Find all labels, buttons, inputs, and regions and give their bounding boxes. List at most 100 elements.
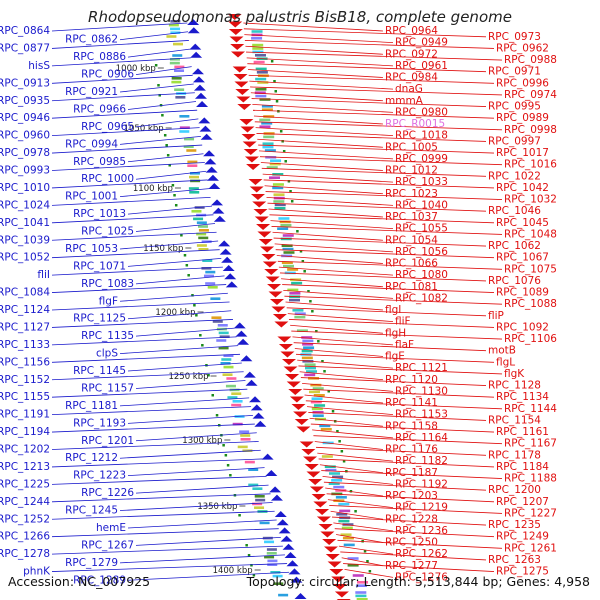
gene-label: RPC_1261: [504, 542, 557, 554]
orf-mark: [279, 130, 283, 133]
reverse-strand-gene: [277, 336, 292, 343]
label-connector: [252, 103, 394, 113]
forward-strand-gene: [200, 133, 213, 140]
cog-category-block: [201, 267, 212, 270]
gene-label: RPC_R0015: [385, 118, 445, 130]
cog-category-block: [257, 81, 269, 84]
orf-mark: [273, 80, 276, 83]
orf-mark: [311, 310, 314, 313]
cog-category-block: [281, 261, 293, 264]
orf-mark: [336, 430, 339, 433]
cog-category-block: [336, 513, 348, 516]
orf-mark: [303, 270, 306, 273]
cog-category-block: [281, 244, 293, 247]
cog-category-block: [340, 533, 352, 536]
gene-label: RPC_0995: [488, 101, 541, 113]
reverse-strand-gene: [228, 21, 243, 28]
label-connector: [276, 255, 384, 264]
label-connector: [256, 133, 487, 142]
label-connector: [337, 539, 503, 549]
gene-label: RPC_1182: [395, 455, 448, 467]
label-connector: [51, 40, 189, 49]
gene-label: RPC_1120: [385, 374, 438, 386]
gene-label: RPC_1167: [504, 438, 557, 450]
orf-mark: [340, 450, 344, 453]
forward-strand-gene: [218, 240, 231, 247]
orf-mark: [299, 250, 303, 253]
gene-label: RPC_1154: [488, 414, 541, 426]
reverse-strand-gene: [316, 516, 331, 523]
gene-label: RPC_1192: [395, 478, 448, 490]
cog-category-block: [262, 145, 274, 149]
cog-category-block: [287, 288, 299, 292]
gene-label: flaF: [395, 339, 414, 351]
reverse-strand-gene: [334, 591, 349, 598]
cog-category-block: [252, 50, 264, 54]
label-connector: [51, 353, 241, 363]
label-connector: [259, 156, 503, 166]
label-connector: [277, 260, 503, 270]
label-connector: [51, 144, 203, 154]
cog-category-block: [264, 149, 276, 152]
forward-strand-gene: [261, 453, 274, 460]
label-connector: [246, 57, 394, 67]
orf-mark: [163, 134, 167, 137]
reverse-strand-gene: [325, 554, 340, 560]
gene-label: RPC_1037: [385, 211, 438, 223]
forward-strand-gene: [191, 68, 204, 75]
label-connector: [284, 295, 503, 305]
orf-mark: [158, 94, 161, 97]
gene-label: RPC_0913: [0, 77, 50, 89]
gene-label: RPC_1278: [0, 548, 50, 560]
reverse-strand-gene: [327, 561, 342, 568]
gene-label: RPC_1075: [504, 263, 557, 275]
cog-category-block: [248, 483, 259, 487]
cog-category-block: [255, 77, 267, 81]
cog-category-block: [264, 540, 275, 544]
reverse-strand-gene: [308, 479, 323, 485]
orf-mark: [327, 390, 330, 393]
orf-mark: [368, 570, 372, 573]
cog-category-block: [189, 191, 200, 194]
cog-category-block: [253, 60, 265, 64]
cog-category-block: [202, 259, 213, 262]
label-connector: [244, 34, 394, 44]
forward-strand-gene: [240, 355, 253, 362]
gene-label: RPC_1202: [0, 444, 50, 456]
scale-tick-label: 1050 kbp: [124, 124, 164, 134]
forward-strand-gene: [237, 338, 250, 345]
orf-mark: [290, 200, 294, 203]
cog-category-block: [179, 130, 190, 133]
label-connector: [127, 48, 190, 58]
label-connector: [253, 109, 495, 119]
cog-category-block: [331, 479, 343, 482]
label-connector: [312, 429, 394, 439]
cog-category-block: [254, 54, 266, 57]
orf-mark: [168, 164, 171, 167]
cog-category-block: [186, 149, 197, 152]
gene-label: RPC_0965: [81, 121, 134, 133]
label-connector: [260, 162, 384, 171]
genome-summary-text: Topology: circular; Length: 5,513,844 bp…: [246, 574, 590, 589]
gene-label: RPC_1092: [496, 321, 549, 333]
gene-label: RPC_1244: [0, 496, 50, 508]
cog-category-block: [223, 354, 234, 357]
label-connector: [127, 519, 277, 529]
gene-label: RPC_1023: [385, 188, 438, 200]
gene-label: RPC_0921: [65, 86, 118, 98]
gene-label: RPC_1133: [0, 339, 50, 351]
reverse-strand-gene: [235, 89, 250, 95]
gene-label: RPC_1089: [496, 287, 549, 299]
cog-category-block: [338, 519, 350, 523]
label-connector: [135, 327, 235, 337]
label-connector: [279, 272, 487, 282]
reverse-strand-gene: [236, 96, 251, 103]
label-connector: [51, 563, 288, 572]
orf-mark: [323, 370, 326, 373]
scale-tick-layer: 1000 kbp 1050 kbp 1100 kbp 1150 kbp 1200 kbp…: [116, 64, 261, 576]
gene-label: RPC_1080: [395, 269, 448, 281]
forward-strand-gene: [203, 150, 216, 157]
label-connector: [51, 162, 205, 171]
reverse-strand-gene: [280, 351, 295, 358]
